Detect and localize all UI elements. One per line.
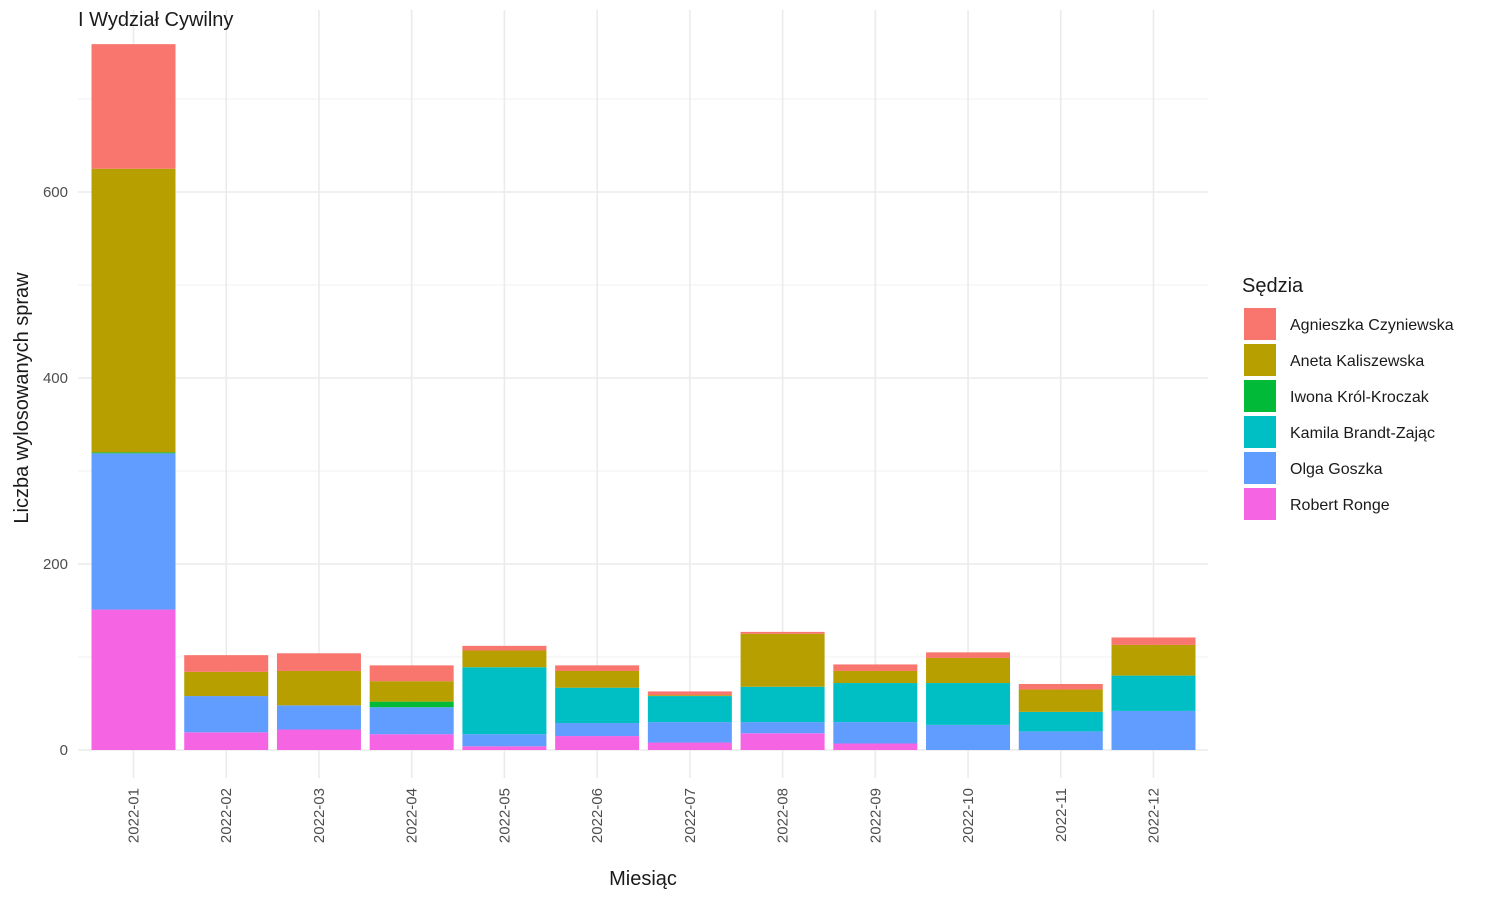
bar-segment	[1018, 689, 1103, 712]
bar-segment	[184, 655, 269, 672]
bar-segment	[1111, 637, 1196, 645]
x-tick-label: 2022-04	[404, 788, 421, 843]
bar-segment	[462, 734, 547, 747]
bar-segment	[647, 696, 732, 723]
bar-segment	[647, 695, 732, 697]
bar-segment	[276, 670, 361, 706]
x-tick-label: 2022-03	[311, 788, 328, 843]
x-axis-ticks: 2022-01 2022-02 2022-03 2022-04 2022-05 2022-…	[126, 788, 1163, 843]
legend-label: Aneta Kaliszewska	[1290, 353, 1424, 370]
bar-segment	[647, 691, 732, 696]
bar-segment	[740, 722, 825, 734]
bar-segment	[740, 633, 825, 687]
bar-segment	[555, 670, 640, 688]
x-tick-label: 2022-10	[960, 788, 977, 843]
bar-segment	[276, 729, 361, 750]
bar-segment	[369, 681, 454, 702]
legend-label: Robert Ronge	[1290, 497, 1390, 514]
legend-swatch	[1244, 380, 1276, 412]
bar-segment	[740, 686, 825, 723]
bar-segment	[926, 652, 1011, 658]
y-tick-label: 200	[43, 556, 68, 573]
legend-swatch	[1244, 488, 1276, 520]
x-tick-label: 2022-06	[589, 788, 606, 843]
legend-title: Sędzia	[1242, 275, 1304, 297]
bar-segment	[462, 667, 547, 735]
x-axis-title: Miesiąc	[609, 868, 677, 890]
bar-segment	[276, 705, 361, 730]
legend-label: Agnieszka Czyniewska	[1290, 317, 1454, 334]
bar-segment	[91, 44, 176, 169]
bar-segment	[555, 736, 640, 750]
bar-segment	[1111, 644, 1196, 676]
legend-swatch	[1244, 416, 1276, 448]
bar-segment	[91, 453, 176, 610]
bar-segment	[369, 701, 454, 708]
bar-segment	[369, 665, 454, 682]
bar-segment	[555, 723, 640, 737]
bar-segment	[369, 707, 454, 735]
y-tick-label: 600	[43, 184, 68, 201]
legend: Sędzia Agnieszka Czyniewska Aneta Kalisze…	[1242, 275, 1454, 520]
x-tick-label: 2022-02	[218, 788, 235, 843]
bar-segment	[462, 650, 547, 668]
bar-segment	[833, 683, 918, 723]
y-axis-title: Liczba wylosowanych spraw	[11, 272, 33, 524]
bar-segment	[926, 724, 1011, 750]
bar-segment	[833, 722, 918, 744]
legend-label: Olga Goszka	[1290, 461, 1383, 478]
bar-segment	[91, 452, 176, 454]
bar-segment	[184, 732, 269, 750]
legend-swatch	[1244, 308, 1276, 340]
bar-segment	[369, 734, 454, 750]
legend-swatch	[1244, 344, 1276, 376]
bar-segment	[555, 687, 640, 724]
y-axis-ticks: 0 200 400 600	[43, 184, 68, 759]
bar-segment	[926, 657, 1011, 684]
y-tick-label: 400	[43, 370, 68, 387]
bar-segment	[184, 696, 269, 733]
bar-segment	[926, 683, 1011, 725]
bar-segment	[740, 631, 825, 634]
bar-segment	[833, 664, 918, 671]
bar-segment	[647, 742, 732, 750]
x-tick-label: 2022-05	[496, 788, 513, 843]
bar-segment	[91, 609, 176, 750]
legend-label: Iwona Król-Kroczak	[1290, 389, 1430, 406]
bar-segment	[833, 743, 918, 750]
chart-title: I Wydział Cywilny	[78, 9, 233, 31]
bars	[91, 44, 1196, 750]
bar-segment	[91, 168, 176, 453]
bar-segment	[1111, 710, 1196, 750]
bar-segment	[740, 733, 825, 750]
bar-segment	[184, 671, 269, 697]
x-tick-label: 2022-12	[1146, 788, 1163, 843]
bar-segment	[462, 746, 547, 750]
bar-segment	[1018, 711, 1103, 732]
x-tick-label: 2022-11	[1053, 788, 1070, 842]
x-tick-label: 2022-07	[682, 788, 699, 843]
x-tick-label: 2022-01	[126, 788, 143, 843]
bar-segment	[1111, 675, 1196, 711]
bar-segment	[276, 653, 361, 671]
bar-segment	[833, 670, 918, 684]
y-tick-label: 0	[60, 742, 68, 759]
bar-segment	[1018, 683, 1103, 690]
legend-label: Kamila Brandt-Zając	[1290, 425, 1435, 442]
bar-segment	[555, 665, 640, 671]
bar-segment	[1018, 731, 1103, 750]
x-tick-label: 2022-08	[775, 788, 792, 843]
bar-segment	[647, 722, 732, 743]
legend-swatch	[1244, 452, 1276, 484]
x-tick-label: 2022-09	[867, 788, 884, 843]
bar-segment	[462, 645, 547, 651]
